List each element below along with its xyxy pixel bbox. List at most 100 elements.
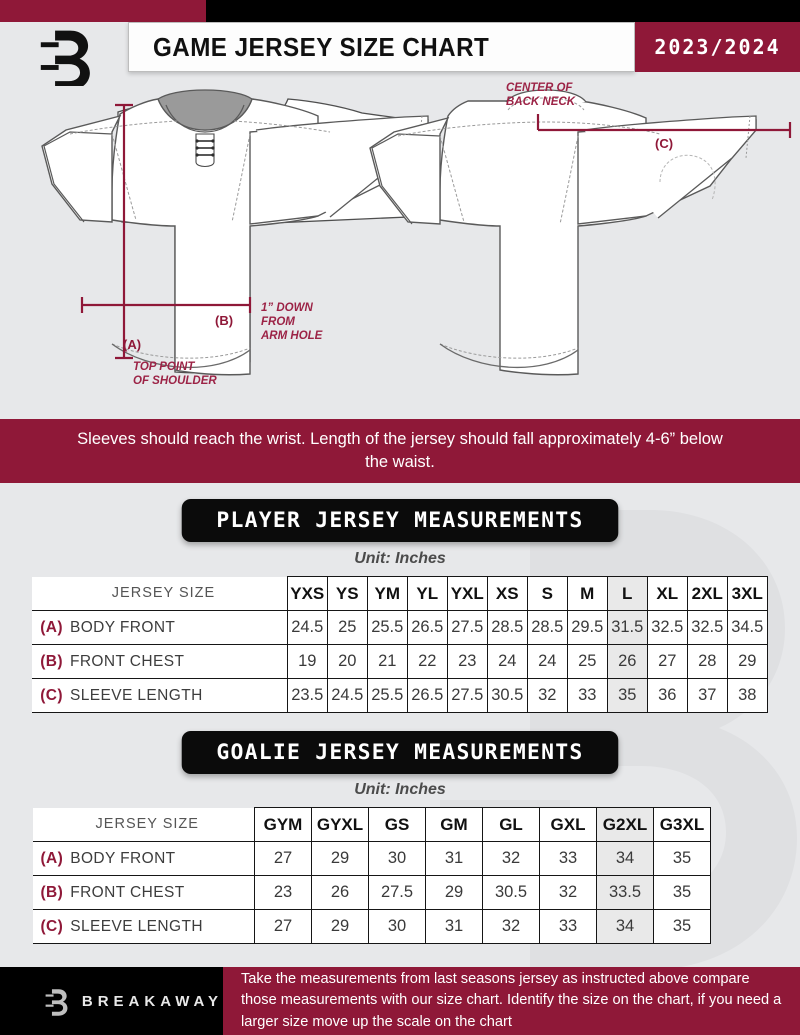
front-callout-a-note-2: OF SHOULDER [133,375,217,387]
measurement-cell: 33 [539,909,597,944]
empty-cell [711,808,768,842]
top-accent-bar-black [206,0,800,22]
size-column-header: YM [366,576,408,611]
measurement-cell: 26.5 [406,610,448,645]
size-column-header: 3XL [726,576,768,611]
measurement-cell: 26 [606,644,648,679]
measurement-cell: 23 [254,875,312,910]
measurement-cell: 24.5 [286,610,328,645]
measurement-cell: 24 [526,644,568,679]
goalie-unit-row: Unit: Inches [0,781,800,799]
size-column-header: M [566,576,608,611]
size-column-header: 2XL [686,576,728,611]
table-header-row: JERSEY SIZE GYM GYXL GS GM GL GXL G2XL G3XL [32,807,768,842]
size-column-header: YXL [446,576,488,611]
measurement-label: (C) SLEEVE LENGTH [32,678,288,713]
top-accent-bar [0,0,800,22]
size-column-header: YL [406,576,448,611]
jersey-size-header: JERSEY SIZE [32,576,288,611]
top-accent-bar-maroon [0,0,206,22]
measurement-cell: 29 [311,909,369,944]
measurement-cell: 32 [482,909,540,944]
empty-cell [711,910,768,944]
measurement-cell: 34 [596,909,654,944]
measurement-cell: 38 [726,678,768,713]
measurement-cell: 25.5 [366,610,408,645]
footer-brand: BREAKAWAY [0,967,223,1035]
measurement-cell: 30.5 [486,678,528,713]
measurement-cell: 28.5 [486,610,528,645]
table-row: (C) SLEEVE LENGTH 23.5 24.5 25.5 26.5 27.5 30.5… [32,678,768,713]
measurement-label: (A) BODY FRONT [32,841,255,876]
measurement-cell: 30 [368,841,426,876]
measurement-cell: 27.5 [368,875,426,910]
size-column-header: G2XL [596,807,654,842]
measurement-cell: 28 [686,644,728,679]
measurement-cell: 31 [425,909,483,944]
table-row: (A) BODY FRONT 24.5 25 25.5 26.5 27.5 28.5 28.5 2… [32,610,768,645]
breakaway-b-logo-icon [45,989,68,1016]
measurement-cell: 25 [326,610,368,645]
measurement-cell: 20 [326,644,368,679]
measurement-tag: (A) [40,618,63,636]
measurement-cell: 35 [653,909,711,944]
size-column-header: GM [425,807,483,842]
size-column-header: GYM [254,807,312,842]
player-section-pill: PLAYER JERSEY MEASUREMENTS [181,499,619,542]
front-callout-b-note-2: FROM [261,316,295,328]
measurement-label: (A) BODY FRONT [32,610,288,645]
measurement-cell: 27.5 [446,610,488,645]
measurement-cell: 19 [286,644,328,679]
player-unit-row: Unit: Inches [0,550,800,568]
measurement-label: (B) FRONT CHEST [32,644,288,679]
measurement-tag: (A) [40,849,64,867]
page-title: GAME JERSEY SIZE CHART [153,31,490,62]
measurement-label: (B) FRONT CHEST [32,875,255,910]
measurement-cell: 32 [539,875,597,910]
table-header-row: JERSEY SIZE YXS YS YM YL YXL XS S M L XL 2XL 3XL [32,576,768,611]
measurement-cell: 30.5 [482,875,540,910]
page-header: GAME JERSEY SIZE CHART 2023/2024 [0,22,800,86]
back-measure-lines [536,114,792,138]
measurement-cell: 34.5 [726,610,768,645]
measurement-cell: 32 [482,841,540,876]
table-row: (A) BODY FRONT 27 29 30 31 32 33 34 35 [32,841,768,876]
measurement-cell: 27 [254,841,312,876]
player-size-table: JERSEY SIZE YXS YS YM YL YXL XS S M L XL 2XL 3XL (A) B… [32,576,768,713]
page-footer: BREAKAWAY Take the measurements from las… [0,967,800,1035]
jersey-back-view [369,89,757,376]
front-callout-b-tag: (B) [215,313,233,328]
size-column-header: G3XL [653,807,711,842]
breakaway-b-logo-icon [40,30,90,86]
measurement-cell: 25.5 [366,678,408,713]
footer-brand-name: BREAKAWAY [81,992,223,1010]
goalie-section-heading: GOALIE JERSEY MEASUREMENTS [0,731,800,774]
player-section-heading: PLAYER JERSEY MEASUREMENTS [0,499,800,542]
measurement-cell: 27 [254,909,312,944]
player-unit-label: Unit: Inches [354,550,446,567]
jersey-diagram: (A) TOP POINT OF SHOULDER (B) 1” DOWN FR… [41,82,792,387]
size-column-header: XS [486,576,528,611]
measurement-cell: 35 [653,875,711,910]
measurement-cell: 24.5 [326,678,368,713]
measurement-cell: 33.5 [596,875,654,910]
size-column-header: S [526,576,568,611]
empty-cell [711,842,768,876]
size-column-header: GYXL [311,807,369,842]
measurement-cell: 30 [368,909,426,944]
goalie-size-table: JERSEY SIZE GYM GYXL GS GM GL GXL G2XL G3XL (A) BO… [32,807,768,944]
measurement-tag: (B) [40,883,64,901]
measurement-cell: 36 [646,678,688,713]
table-row: (B) FRONT CHEST 23 26 27.5 29 30.5 32 33.5 35 [32,875,768,910]
measurement-cell: 37 [686,678,728,713]
measurement-cell: 29 [425,875,483,910]
measurement-cell: 22 [406,644,448,679]
footer-instructions: Take the measurements from last seasons … [223,967,800,1035]
measurement-cell: 31 [425,841,483,876]
measurement-cell: 21 [366,644,408,679]
measurement-cell: 26.5 [406,678,448,713]
size-column-header: YS [326,576,368,611]
front-measure-lines [80,103,252,360]
table-row: (B) FRONT CHEST 19 20 21 22 23 24 24 25 26 27 28 29 [32,644,768,679]
measurement-cell: 28.5 [526,610,568,645]
